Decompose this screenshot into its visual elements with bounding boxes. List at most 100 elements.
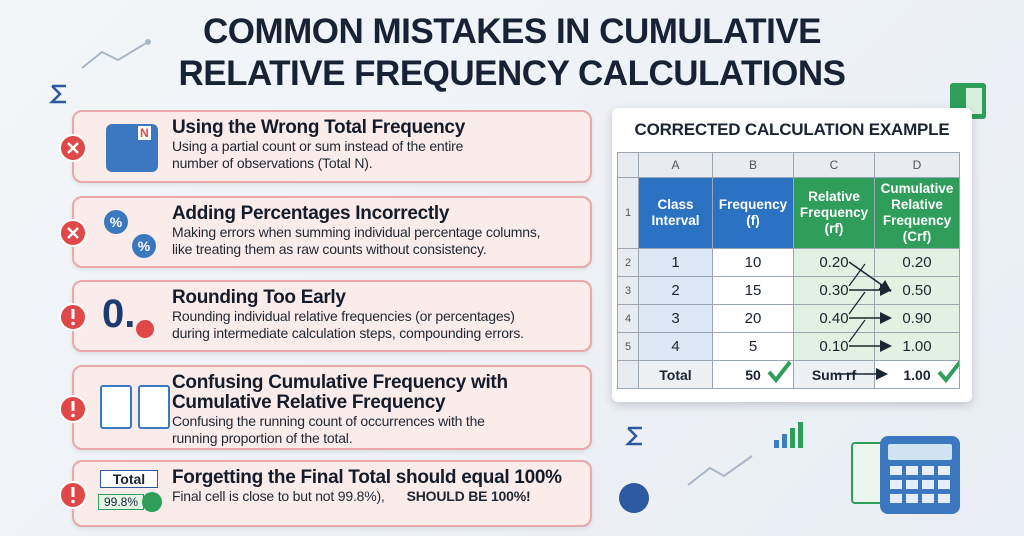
exclaim bbox=[71, 486, 75, 497]
icon-text: 0. bbox=[102, 292, 136, 336]
doc-icon bbox=[138, 385, 170, 429]
icon-text: 99.8% bbox=[98, 494, 144, 510]
status-badge bbox=[59, 303, 87, 331]
deco-bar bbox=[798, 422, 803, 448]
mistake-title: Using the Wrong Total Frequency bbox=[172, 117, 465, 138]
mistake-icon: Total 99.8% bbox=[98, 468, 172, 523]
mistake-text: Confusing Cumulative Frequency with Cumul… bbox=[172, 373, 592, 447]
mistake-icon: 0. bbox=[98, 288, 172, 348]
header-line: (Crf) bbox=[902, 229, 932, 244]
mistake-card: 0. Rounding Too Early Rounding individual … bbox=[59, 280, 592, 352]
data-cell: 0.20 bbox=[793, 248, 875, 277]
data-cell: 0.50 bbox=[874, 276, 960, 305]
mistake-card: Total 99.8% Forgetting the Final Total sho… bbox=[59, 460, 592, 527]
status-badge bbox=[59, 394, 87, 423]
header-line: Frequency bbox=[882, 213, 952, 228]
sigma bbox=[48, 84, 66, 104]
header-line: Class bbox=[657, 197, 694, 212]
exclaim bbox=[71, 309, 75, 319]
header-line: (rf) bbox=[824, 221, 844, 236]
data-cell: 15 bbox=[712, 276, 794, 305]
deco-line bbox=[81, 41, 149, 69]
cross bbox=[67, 141, 79, 154]
mistake-text: Using the Wrong Total Frequency Using a p… bbox=[172, 118, 592, 172]
error-dot bbox=[136, 320, 154, 338]
data-cell: 20 bbox=[712, 304, 794, 333]
column-header: Frequency (f) bbox=[712, 177, 794, 249]
column-header: Cumulative Relative Frequency (Crf) bbox=[874, 177, 960, 249]
data-cell: 5 bbox=[712, 332, 794, 361]
row-number-blank bbox=[617, 360, 639, 389]
mistake-description: during intermediate calculation steps, c… bbox=[172, 325, 524, 341]
row-number: 1 bbox=[617, 177, 639, 249]
data-cell: 10 bbox=[712, 248, 794, 277]
mistake-title: Adding Percentages Incorrectly bbox=[172, 203, 450, 224]
column-header: Class Interval bbox=[638, 177, 713, 249]
deco-dot bbox=[145, 39, 151, 45]
row-number: 3 bbox=[617, 276, 639, 305]
title-line: COMMON MISTAKES IN CUMULATIVE bbox=[202, 12, 822, 51]
header-line: Frequency bbox=[718, 197, 788, 212]
corner-cell bbox=[617, 152, 639, 178]
mistake-description: like treating them as raw counts without… bbox=[172, 241, 487, 257]
data-cell: 1 bbox=[638, 248, 713, 277]
mistake-title: Confusing Cumulative Frequency with bbox=[172, 372, 508, 393]
header-line: Cumulative bbox=[880, 181, 954, 196]
mistake-text: Rounding Too Early Rounding individual re… bbox=[172, 288, 592, 342]
data-cell: 0.40 bbox=[793, 304, 875, 333]
percent-badge bbox=[619, 483, 649, 513]
column-header: Relative Frequency (rf) bbox=[793, 177, 875, 249]
total-cell: 50 bbox=[712, 360, 794, 389]
status-badge bbox=[59, 219, 87, 247]
data-cell: 1.00 bbox=[874, 332, 960, 361]
column-letter: C bbox=[793, 152, 875, 178]
row-number: 4 bbox=[617, 304, 639, 333]
mistake-card: %% Adding Percentages Incorrectly Making e… bbox=[59, 196, 592, 268]
doc-icon bbox=[100, 385, 132, 429]
data-cell: 0.10 bbox=[793, 332, 875, 361]
mistake-description: number of observations (Total N). bbox=[172, 155, 373, 171]
icon-text: % bbox=[132, 234, 156, 258]
data-cell: 0.20 bbox=[874, 248, 960, 277]
cross bbox=[67, 227, 79, 239]
icon-text: % bbox=[104, 210, 128, 234]
title-line: RELATIVE FREQUENCY CALCULATIONS bbox=[178, 54, 846, 93]
exclaim bbox=[71, 400, 75, 411]
check-badge bbox=[142, 492, 162, 512]
spreadsheet: A B C D 1 2 3 4 5 Class Interval Frequency (f) Relati… bbox=[617, 152, 960, 389]
icon-text: Total bbox=[100, 470, 158, 488]
mistake-card: N Using the Wrong Total Frequency Using a … bbox=[59, 110, 592, 183]
header-line: Relative bbox=[891, 197, 943, 212]
mistake-card: Confusing Cumulative Frequency with Cumul… bbox=[59, 365, 592, 450]
mistake-title: Forgetting the Final Total should equal … bbox=[172, 467, 562, 488]
mistake-description: Final cell is close to but not 99.8%), bbox=[172, 488, 385, 504]
exclaim-dot bbox=[71, 321, 75, 326]
calculator-keys bbox=[890, 466, 950, 503]
total-cell: Total bbox=[638, 360, 713, 389]
calculator-screen bbox=[888, 444, 952, 460]
mistake-description: Making errors when summing individual pe… bbox=[172, 224, 541, 240]
header-line: Frequency bbox=[799, 205, 869, 220]
example-title: CORRECTED CALCULATION EXAMPLE bbox=[634, 120, 950, 139]
deco-line bbox=[687, 455, 753, 486]
data-cell: 4 bbox=[638, 332, 713, 361]
data-cell: 0.30 bbox=[793, 276, 875, 305]
mistake-icon: %% bbox=[98, 204, 172, 264]
data-cell: 2 bbox=[638, 276, 713, 305]
icon-text: N bbox=[138, 126, 151, 140]
status-badge bbox=[59, 480, 87, 509]
deco-bar bbox=[790, 428, 795, 448]
row-number: 2 bbox=[617, 248, 639, 277]
mistake-text: Adding Percentages Incorrectly Making err… bbox=[172, 204, 592, 258]
excel-sheet bbox=[966, 88, 982, 114]
mistake-icon bbox=[98, 373, 172, 446]
mistake-description: Using a partial count or sum instead of … bbox=[172, 138, 464, 154]
status-badge bbox=[59, 133, 87, 162]
mistake-description: Confusing the running count of occurrenc… bbox=[172, 413, 485, 429]
header-line: Interval bbox=[651, 213, 700, 228]
exclaim-dot bbox=[71, 413, 75, 417]
exclaim-dot bbox=[71, 499, 75, 503]
header-line: (f) bbox=[746, 213, 760, 228]
